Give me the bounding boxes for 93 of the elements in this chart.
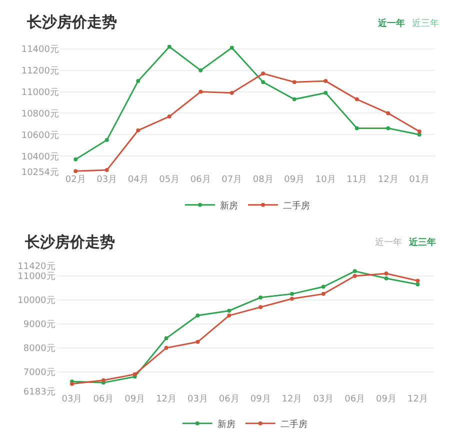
- y-tick-label: 8000元: [23, 343, 56, 354]
- y-tick-label: 9000元: [23, 319, 56, 330]
- x-tick-label: 06月: [344, 394, 366, 404]
- point: [386, 111, 390, 116]
- x-tick-label: 10月: [315, 174, 336, 185]
- text: 近一年: [375, 237, 402, 248]
- point: [417, 129, 422, 134]
- chart-title: 长沙房价走势: [24, 233, 115, 251]
- point: [104, 168, 109, 172]
- y-tick-label: 11000元: [21, 86, 59, 98]
- text: 近一年: [377, 18, 405, 29]
- point: [354, 97, 359, 102]
- legend-label: 二手房: [283, 200, 310, 212]
- legend-label: 新房: [217, 418, 236, 430]
- point: [416, 282, 420, 286]
- y-tick-label: 6183元: [23, 386, 56, 398]
- point: [290, 292, 294, 296]
- point: [352, 274, 357, 278]
- point: [164, 336, 168, 340]
- y-tick-label: 11200元: [21, 65, 59, 76]
- point: [227, 314, 232, 318]
- y-tick-label: 7000元: [23, 367, 56, 378]
- x-tick-label: 02月: [65, 174, 86, 185]
- point: [416, 278, 420, 283]
- point: [386, 126, 390, 130]
- point: [384, 272, 388, 276]
- point: [101, 378, 106, 382]
- x-tick-label: 11月: [346, 174, 368, 185]
- point: [261, 80, 266, 84]
- x-tick-label: 12月: [407, 394, 428, 404]
- y-tick-label: 10254元: [21, 166, 59, 178]
- y-tick-label: 10800元: [21, 108, 59, 120]
- point: [384, 276, 388, 280]
- x-tick-label: 05月: [159, 174, 180, 185]
- point: [198, 90, 203, 94]
- point: [258, 305, 263, 310]
- point: [167, 44, 172, 49]
- point: [324, 79, 328, 84]
- point: [196, 340, 200, 344]
- point: [354, 126, 359, 130]
- point: [74, 169, 78, 174]
- point: [324, 90, 328, 95]
- x-tick-label: 03月: [62, 394, 82, 404]
- chart-title: 长沙房价走势: [26, 13, 117, 31]
- point: [164, 346, 168, 350]
- legend-label: 新房: [220, 200, 238, 212]
- point: [132, 372, 137, 376]
- x-tick-label: 03月: [313, 394, 334, 404]
- x-tick-label: 01月: [409, 174, 430, 185]
- x-tick-label: 09月: [376, 394, 396, 404]
- x-tick-label: 08月: [252, 174, 274, 185]
- text: 近三年: [412, 18, 439, 29]
- point: [230, 90, 234, 95]
- point: [136, 128, 140, 132]
- x-tick-label: 06月: [190, 174, 211, 185]
- point: [70, 382, 74, 386]
- x-tick-label: 12月: [282, 394, 302, 404]
- x-tick-label: 06月: [218, 394, 240, 404]
- legend-label: 二手房: [280, 418, 308, 430]
- point: [292, 80, 296, 84]
- point: [417, 132, 422, 137]
- x-tick-label: 09月: [250, 394, 271, 404]
- text: 近三年: [408, 237, 436, 248]
- x-tick-label: 07月: [222, 174, 242, 185]
- point: [290, 296, 294, 301]
- y-tick-label: 10400元: [21, 151, 59, 162]
- y-tick-label: 10600元: [21, 130, 59, 141]
- x-tick-label: 03月: [96, 174, 118, 185]
- point: [230, 46, 234, 50]
- point: [321, 292, 326, 296]
- x-tick-label: 06月: [93, 394, 114, 404]
- y-tick-label: 11400元: [21, 44, 59, 56]
- point: [261, 72, 266, 76]
- point: [227, 308, 232, 313]
- y-tick-label: 10000元: [18, 295, 56, 306]
- x-tick-label: 09月: [284, 174, 305, 185]
- point: [136, 79, 140, 84]
- x-tick-label: 09月: [124, 394, 146, 404]
- y-tick-label: 11000元: [18, 271, 56, 282]
- point: [167, 114, 172, 118]
- point: [292, 97, 296, 102]
- point: [258, 296, 263, 300]
- x-tick-label: 03月: [187, 394, 208, 404]
- point: [352, 269, 357, 274]
- point: [198, 68, 203, 72]
- x-tick-label: 04月: [128, 174, 148, 185]
- point: [321, 284, 326, 289]
- x-tick-label: 12月: [378, 174, 398, 185]
- y-tick-label: 11420元: [18, 261, 56, 272]
- x-tick-label: 12月: [156, 394, 177, 404]
- point: [196, 314, 200, 318]
- point: [74, 157, 78, 162]
- point: [104, 138, 109, 142]
